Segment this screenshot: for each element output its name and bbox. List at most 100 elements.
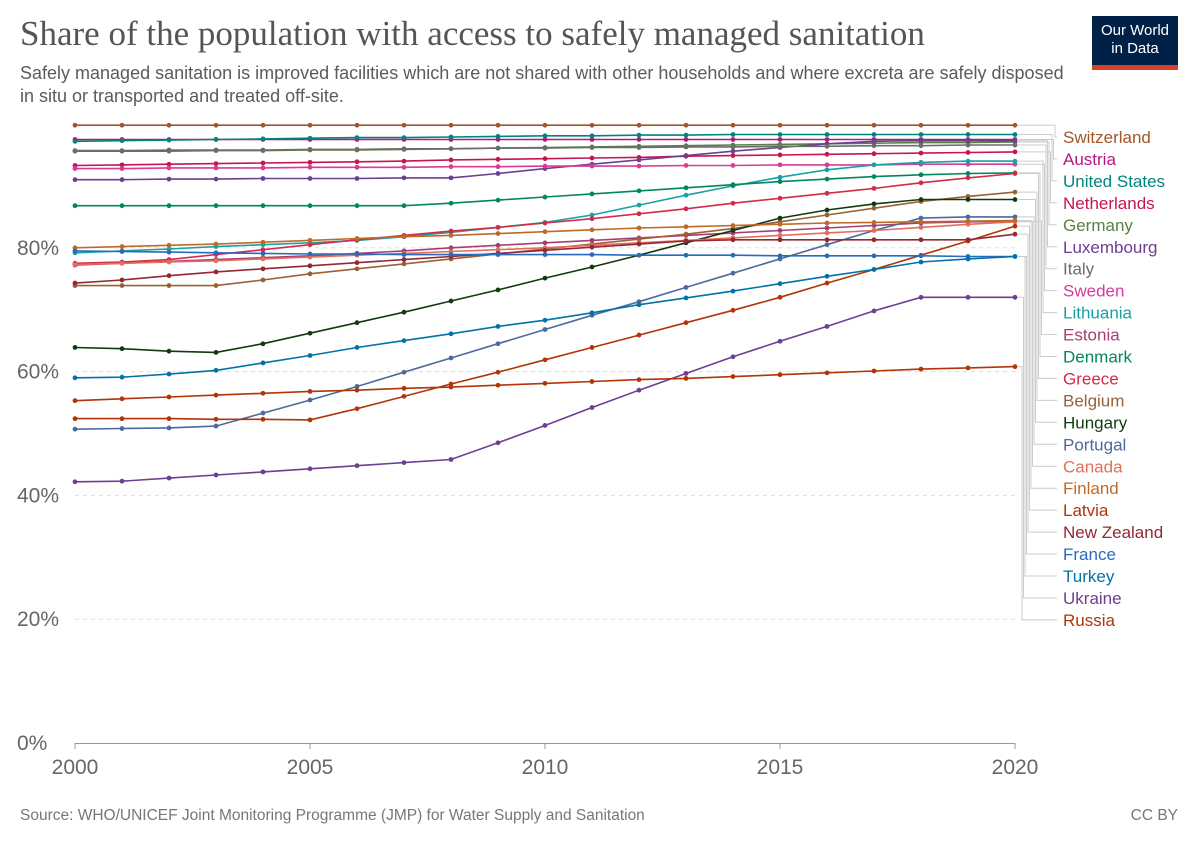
data-point[interactable] [824, 151, 830, 157]
legend-item-new-zealand[interactable]: New Zealand [1063, 523, 1163, 542]
data-point[interactable] [730, 153, 736, 158]
legend-item-greece[interactable]: Greece [1063, 369, 1119, 388]
data-point[interactable] [730, 354, 736, 360]
data-point[interactable] [1012, 149, 1018, 155]
data-point[interactable] [401, 393, 407, 399]
legend-item-switzerland[interactable]: Switzerland [1063, 128, 1151, 147]
series-italy[interactable] [72, 142, 1018, 154]
data-point[interactable] [260, 203, 266, 209]
data-point[interactable] [589, 379, 595, 384]
data-point[interactable] [965, 218, 971, 224]
data-point[interactable] [307, 353, 313, 358]
data-point[interactable] [542, 163, 548, 169]
data-point[interactable] [777, 122, 783, 128]
data-point[interactable] [260, 256, 266, 262]
data-point[interactable] [166, 425, 172, 431]
data-point[interactable] [777, 132, 783, 137]
data-point[interactable] [213, 122, 219, 128]
license-link[interactable]: CC BY [1130, 807, 1178, 824]
data-point[interactable] [589, 191, 595, 197]
data-point[interactable] [636, 157, 642, 163]
data-point[interactable] [1012, 197, 1018, 202]
data-point[interactable] [777, 237, 783, 243]
data-point[interactable] [1012, 254, 1018, 259]
data-point[interactable] [636, 122, 642, 128]
data-point[interactable] [119, 260, 125, 266]
data-point[interactable] [589, 163, 595, 169]
data-point[interactable] [589, 405, 595, 410]
data-point[interactable] [542, 194, 548, 200]
data-point[interactable] [401, 135, 407, 141]
data-point[interactable] [354, 251, 360, 257]
data-point[interactable] [495, 133, 501, 139]
data-point[interactable] [730, 182, 736, 188]
data-point[interactable] [542, 156, 548, 162]
data-point[interactable] [589, 122, 595, 128]
data-point[interactable] [636, 387, 642, 393]
legend-item-france[interactable]: France [1063, 545, 1116, 564]
data-point[interactable] [401, 122, 407, 128]
data-point[interactable] [730, 288, 736, 294]
data-point[interactable] [166, 371, 172, 377]
data-point[interactable] [824, 220, 830, 226]
data-point[interactable] [260, 160, 266, 166]
data-point[interactable] [354, 146, 360, 152]
data-point[interactable] [213, 258, 219, 264]
data-point[interactable] [401, 385, 407, 391]
data-point[interactable] [965, 365, 971, 371]
data-point[interactable] [213, 283, 219, 288]
data-point[interactable] [542, 380, 548, 386]
legend-item-germany[interactable]: Germany [1063, 216, 1133, 235]
data-point[interactable] [683, 285, 689, 290]
data-point[interactable] [636, 241, 642, 247]
data-point[interactable] [542, 240, 548, 246]
series-latvia[interactable] [72, 223, 1018, 423]
data-point[interactable] [777, 195, 783, 201]
data-point[interactable] [918, 143, 924, 149]
data-point[interactable] [589, 237, 595, 243]
data-point[interactable] [589, 310, 595, 316]
data-point[interactable] [589, 345, 595, 350]
data-point[interactable] [965, 256, 971, 262]
series-ukraine[interactable] [72, 294, 1018, 485]
data-point[interactable] [589, 216, 595, 222]
data-point[interactable] [824, 176, 830, 182]
data-point[interactable] [495, 247, 501, 253]
data-point[interactable] [401, 158, 407, 164]
data-point[interactable] [448, 233, 454, 238]
data-point[interactable] [683, 206, 689, 212]
data-point[interactable] [307, 237, 313, 243]
data-point[interactable] [871, 205, 877, 211]
data-point[interactable] [918, 159, 924, 165]
data-point[interactable] [72, 248, 78, 254]
data-point[interactable] [213, 350, 219, 355]
data-point[interactable] [730, 228, 736, 233]
data-point[interactable] [965, 150, 971, 155]
data-point[interactable] [307, 330, 313, 336]
data-point[interactable] [636, 211, 642, 217]
data-point[interactable] [260, 176, 266, 181]
data-point[interactable] [213, 472, 219, 478]
data-point[interactable] [495, 382, 501, 388]
data-point[interactable] [542, 327, 548, 332]
data-point[interactable] [166, 242, 172, 248]
data-point[interactable] [542, 145, 548, 151]
data-point[interactable] [636, 145, 642, 150]
source-note[interactable]: Source: WHO/UNICEF Joint Monitoring Prog… [20, 807, 645, 824]
data-point[interactable] [307, 251, 313, 257]
data-point[interactable] [730, 148, 736, 154]
data-point[interactable] [495, 145, 501, 151]
data-point[interactable] [72, 166, 78, 171]
data-point[interactable] [448, 164, 454, 170]
data-point[interactable] [72, 345, 78, 350]
data-point[interactable] [824, 212, 830, 218]
data-point[interactable] [354, 164, 360, 170]
data-point[interactable] [448, 298, 454, 304]
data-point[interactable] [777, 162, 783, 168]
data-point[interactable] [871, 201, 877, 207]
data-point[interactable] [683, 137, 689, 142]
data-point[interactable] [307, 164, 313, 170]
data-point[interactable] [495, 287, 501, 293]
data-point[interactable] [72, 479, 78, 485]
data-point[interactable] [730, 163, 736, 168]
